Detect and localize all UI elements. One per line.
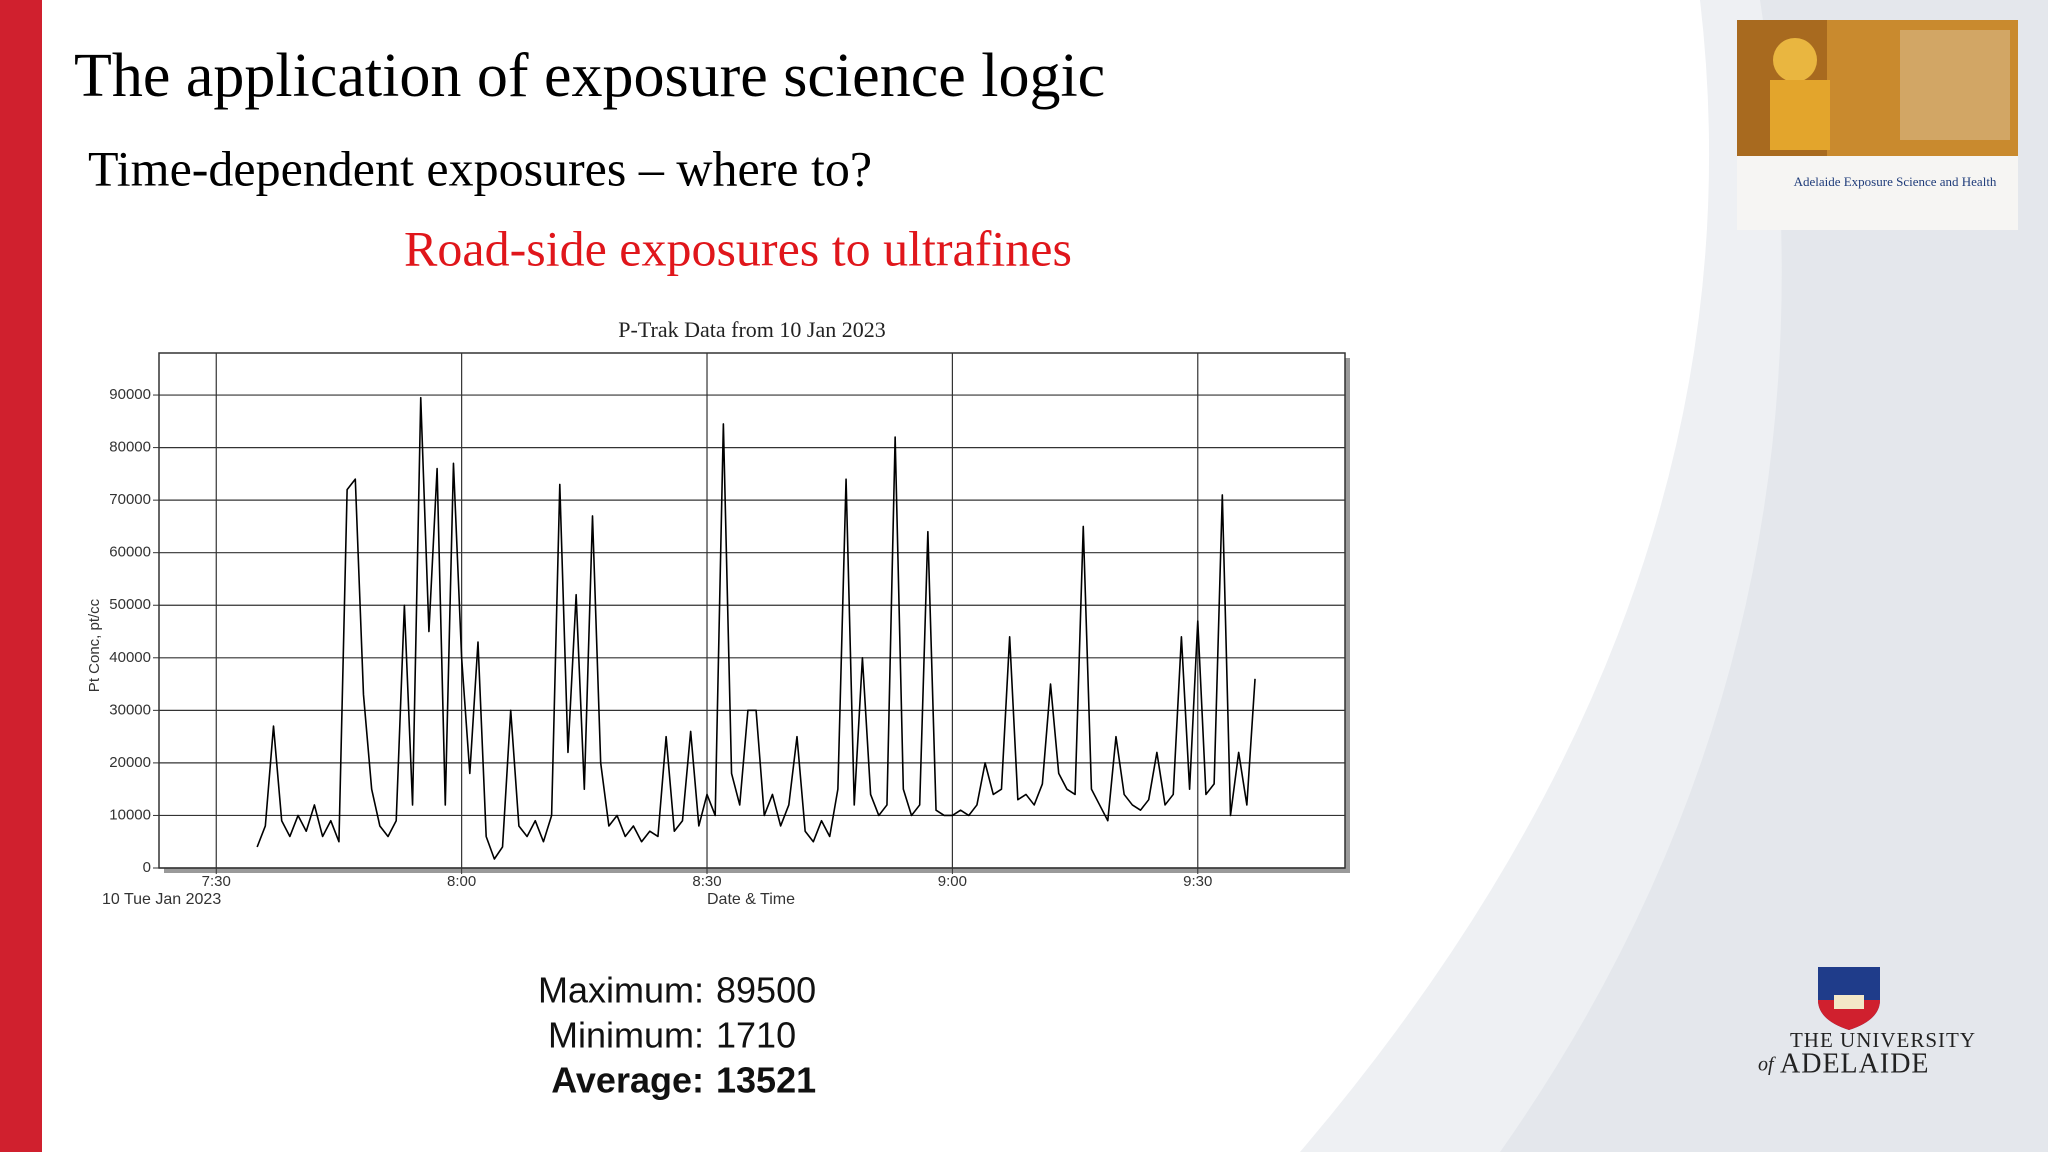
- slide-heading: Road-side exposures to ultrafines: [404, 220, 1072, 276]
- side-bar: [0, 0, 42, 1152]
- data-line: [256, 396, 1256, 860]
- x-tick-label: 8:30: [692, 873, 721, 890]
- background-curve: [1500, 0, 2048, 1152]
- thumbnail-photo: [1770, 80, 1830, 150]
- crest: [1834, 995, 1864, 1009]
- y-tick-label: 70000: [109, 491, 151, 508]
- thumbnail-photo: [1900, 30, 2010, 140]
- y-tick-label: 0: [143, 859, 151, 876]
- university-logo: THE UNIVERSITY of ADELAIDE: [1758, 967, 1976, 1079]
- crest: [1818, 1000, 1880, 1030]
- x-axis-label: Date & Time: [707, 891, 795, 908]
- chart-title: P-Trak Data from 10 Jan 2023: [618, 317, 885, 342]
- y-tick-label: 30000: [109, 701, 151, 718]
- y-axis-label: Pt Conc, pt/cc: [86, 598, 103, 692]
- x-tick-label: 8:00: [447, 873, 476, 890]
- logo-line: ADELAIDE: [1780, 1048, 1930, 1079]
- y-tick-label: 90000: [109, 386, 151, 403]
- x-tick-label: 9:30: [1183, 873, 1212, 890]
- thumbnail-caption: Adelaide Exposure Science and Health: [1794, 174, 1997, 189]
- x-tick-label: 9:00: [938, 873, 967, 890]
- thumbnail: Adelaide Exposure Science and Health: [1737, 20, 2018, 230]
- logo-line: THE UNIVERSITY: [1790, 1028, 1976, 1052]
- stats: Maximum: 89500 Minimum: 1710 Average: 13521: [538, 970, 816, 1101]
- stat-value: 13521: [716, 1060, 816, 1101]
- x-sublabel: 10 Tue Jan 2023: [102, 891, 221, 908]
- logo-line: of: [1758, 1054, 1776, 1076]
- stat-label: Average:: [551, 1060, 704, 1101]
- y-tick-label: 40000: [109, 649, 151, 666]
- chart: P-Trak Data from 10 Jan 2023 0 10000 20000 3…: [86, 317, 1350, 908]
- x-tick-label: 7:30: [202, 873, 231, 890]
- stat-value: 1710: [716, 1015, 796, 1056]
- slide-title: The application of exposure science logi…: [74, 42, 1105, 110]
- y-tick-label: 80000: [109, 439, 151, 456]
- thumbnail-photo: [1773, 38, 1817, 82]
- y-tick-label: 10000: [109, 806, 151, 823]
- y-tick-label: 20000: [109, 754, 151, 771]
- y-tick-label: 60000: [109, 544, 151, 561]
- plot-area: [158, 352, 1346, 869]
- y-tick-label: 50000: [109, 596, 151, 613]
- stat-label: Maximum:: [538, 970, 704, 1011]
- slide-subtitle: Time-dependent exposures – where to?: [88, 140, 872, 196]
- stat-label: Minimum:: [548, 1015, 704, 1056]
- stat-value: 89500: [716, 970, 816, 1011]
